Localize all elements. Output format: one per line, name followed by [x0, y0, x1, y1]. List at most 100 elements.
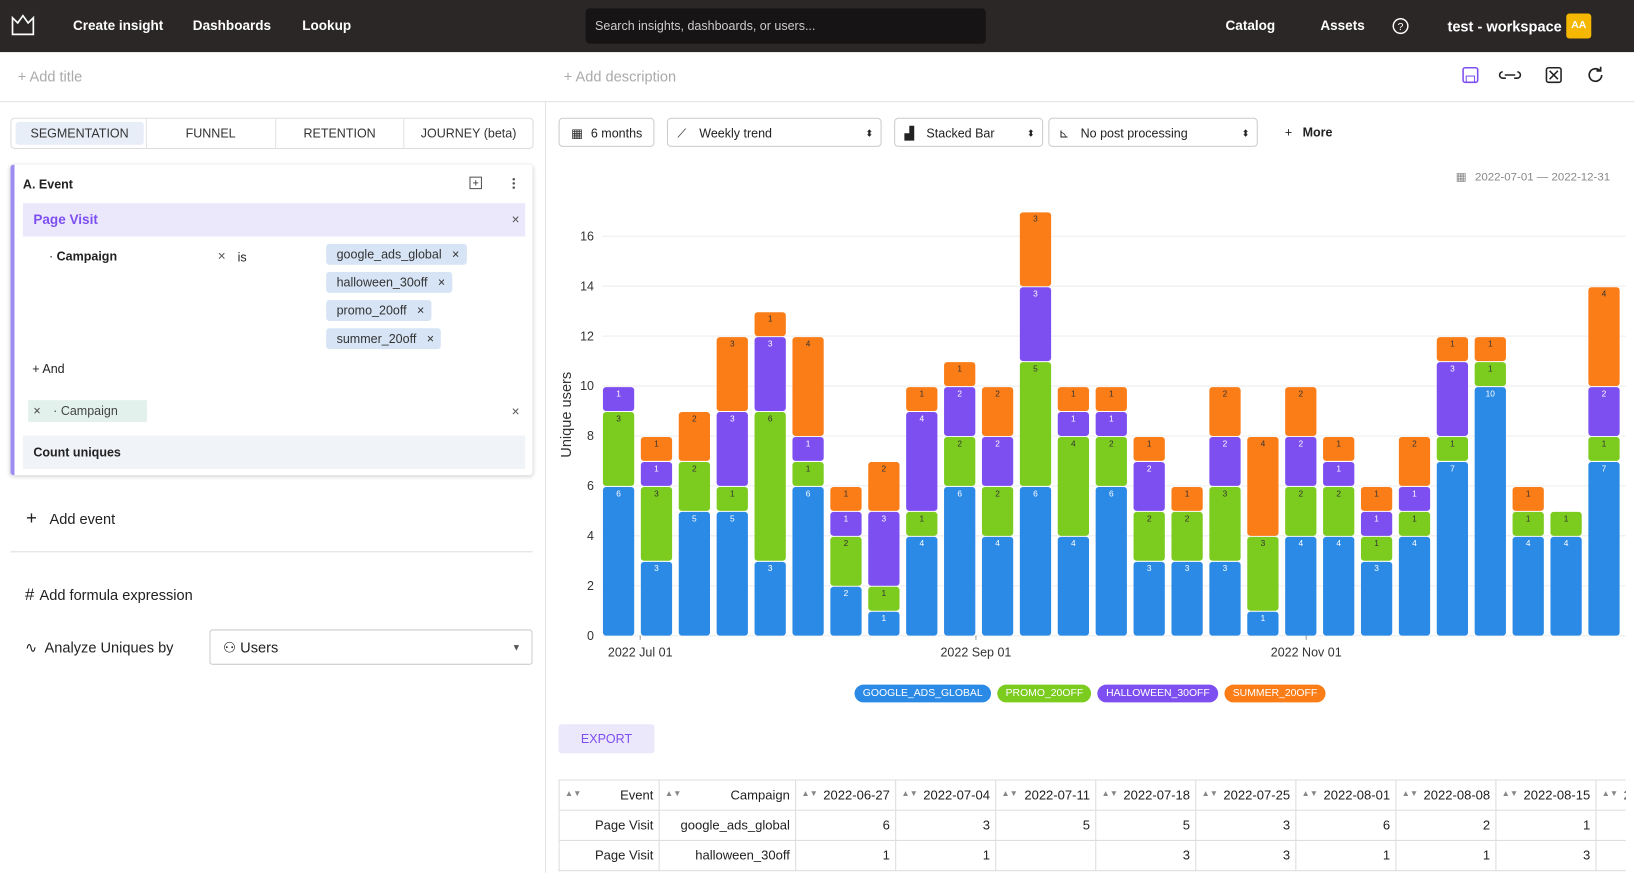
legend-item[interactable]: HALLOWEEN_30OFF	[1098, 685, 1218, 703]
more: More	[1303, 125, 1333, 140]
sort-icon: ▲▼	[665, 789, 682, 798]
analyze-select[interactable]: ⚇ Users▼	[209, 629, 532, 664]
nav-item[interactable]: Create insight	[73, 18, 163, 34]
chart-type-select[interactable]: ▟Stacked Bar⬍	[894, 118, 1043, 147]
card-icons[interactable]	[469, 176, 521, 191]
range-button[interactable]: ▦6 months	[559, 118, 655, 147]
data-label: 1	[919, 513, 924, 523]
y-tick-label: 16	[580, 229, 594, 243]
bar-segment	[755, 412, 786, 561]
filter-chip[interactable]: promo_20off×	[326, 300, 431, 321]
filter-chip[interactable]: halloween_30off ×	[326, 272, 452, 293]
bar-segment	[1020, 362, 1051, 486]
add-event[interactable]: +Add event	[26, 507, 115, 529]
workspace[interactable]: test - workspace	[1447, 18, 1561, 35]
header-text: Campaign	[730, 788, 789, 803]
toolbar-icons[interactable]	[1459, 64, 1610, 87]
data-label: 3	[1261, 538, 1266, 548]
data-label: 6	[768, 413, 773, 423]
event-name[interactable]: Page Visit	[23, 203, 525, 236]
chip-remove[interactable]: ×	[427, 328, 434, 349]
legend-item[interactable]: PROMO_20OFF	[997, 685, 1091, 703]
column-header[interactable]: ▲▼2022-08-15	[1496, 780, 1596, 810]
data-label: 1	[616, 388, 621, 398]
nav-link[interactable]: Catalog	[1225, 18, 1275, 34]
y-tick-label: 6	[587, 479, 594, 493]
filter-chip[interactable]: summer_20off×	[326, 328, 441, 349]
data-label: 4	[1071, 438, 1076, 448]
data-label: 4	[1526, 538, 1531, 548]
data-label: 1	[1526, 513, 1531, 523]
data-label: 2	[1602, 388, 1607, 398]
chip-remove[interactable]: ×	[438, 272, 445, 293]
data-label: 1	[1336, 463, 1341, 473]
trend-select[interactable]: ⟋Weekly trend⬍	[667, 118, 882, 147]
column-header[interactable]: ▲▼Event	[559, 780, 659, 810]
breakdown-chip[interactable]: ×· Campaign	[28, 400, 147, 422]
data-label: 2	[844, 588, 849, 598]
data-label: 6	[1033, 488, 1038, 498]
add-formula-text: Add formula expression	[40, 587, 193, 604]
data-label: 3	[1223, 488, 1228, 498]
column-header[interactable]: ▲▼2022-08-22	[1596, 780, 1626, 810]
add-description[interactable]: + Add description	[564, 68, 676, 85]
column-header[interactable]: ▲▼2022-07-11	[996, 780, 1096, 810]
operator[interactable]: is	[238, 250, 247, 265]
data-label: 4	[806, 339, 811, 349]
data-label: 2	[995, 488, 1000, 498]
avatar[interactable]: AA	[1566, 14, 1591, 39]
legend-item[interactable]: SUMMER_20OFF	[1224, 685, 1325, 703]
y-tick-label: 14	[580, 279, 594, 293]
data-label: 1	[806, 438, 811, 448]
tab[interactable]: FUNNEL	[146, 119, 275, 148]
nav-item[interactable]: Lookup	[302, 18, 351, 34]
tab[interactable]: JOURNEY (beta)	[404, 119, 533, 148]
table-row: Page Visitgoogle_ads_global6355362146464…	[559, 810, 1626, 840]
measure[interactable]: Count uniques	[23, 436, 525, 469]
post-select[interactable]: ⊾No post processing⬍	[1048, 118, 1257, 147]
help-icon[interactable]: ?	[1392, 18, 1409, 35]
remove-filter[interactable]: ×	[218, 248, 226, 264]
column-header[interactable]: ▲▼2022-06-27	[796, 780, 896, 810]
more-button[interactable]: +More	[1285, 125, 1333, 140]
value-cell: 2	[1396, 810, 1496, 840]
remove-event[interactable]: ×	[512, 212, 520, 228]
data-label: 1	[1109, 413, 1114, 423]
chip-text: halloween_30off	[337, 275, 428, 290]
bar-segment	[1096, 487, 1127, 636]
bar-segment	[944, 487, 975, 636]
column-header[interactable]: ▲▼ Campaign	[659, 780, 795, 810]
search-box[interactable]: Search insights, dashboards, or users...	[586, 8, 986, 43]
export-button[interactable]: EXPORT	[559, 724, 655, 753]
analyze-value: Users	[240, 639, 278, 656]
range: 6 months	[591, 126, 642, 141]
nav-item[interactable]: Dashboards	[193, 18, 271, 34]
data-label: 2	[844, 538, 849, 548]
add-title[interactable]: + Add title	[18, 68, 82, 85]
data-label: 1	[1374, 513, 1379, 523]
nav-link[interactable]: Assets	[1320, 18, 1364, 34]
legend-item[interactable]: GOOGLE_ADS_GLOBAL	[854, 685, 991, 703]
column-header[interactable]: ▲▼2022-08-01	[1296, 780, 1396, 810]
filter-property[interactable]: · Campaign	[49, 249, 117, 264]
data-label: 4	[1298, 538, 1303, 548]
chip-remove[interactable]: ×	[452, 244, 459, 265]
value-cell	[996, 840, 1096, 870]
filter-chip[interactable]: google_ads_global×	[326, 244, 466, 265]
remove-breakdown[interactable]: ×	[512, 403, 520, 419]
add-formula[interactable]: #Add formula expression	[25, 587, 193, 606]
bar-segment	[1399, 537, 1430, 636]
data-label: 2	[995, 438, 1000, 448]
tab[interactable]: RETENTION	[275, 119, 404, 148]
data-label: 4	[1564, 538, 1569, 548]
divider	[10, 551, 532, 552]
column-header[interactable]: ▲▼2022-07-25	[1196, 780, 1296, 810]
column-header[interactable]: ▲▼2022-07-04	[896, 780, 996, 810]
tab[interactable]: SEGMENTATION	[16, 122, 144, 145]
chip-remove[interactable]: ×	[417, 300, 424, 321]
column-header[interactable]: ▲▼2022-07-18	[1096, 780, 1196, 810]
data-label: 3	[654, 563, 659, 573]
add-and[interactable]: + And	[32, 362, 64, 377]
column-header[interactable]: ▲▼2022-08-08	[1396, 780, 1496, 810]
event-card: A. Event Page Visit × · Campaign × is + …	[10, 165, 532, 476]
